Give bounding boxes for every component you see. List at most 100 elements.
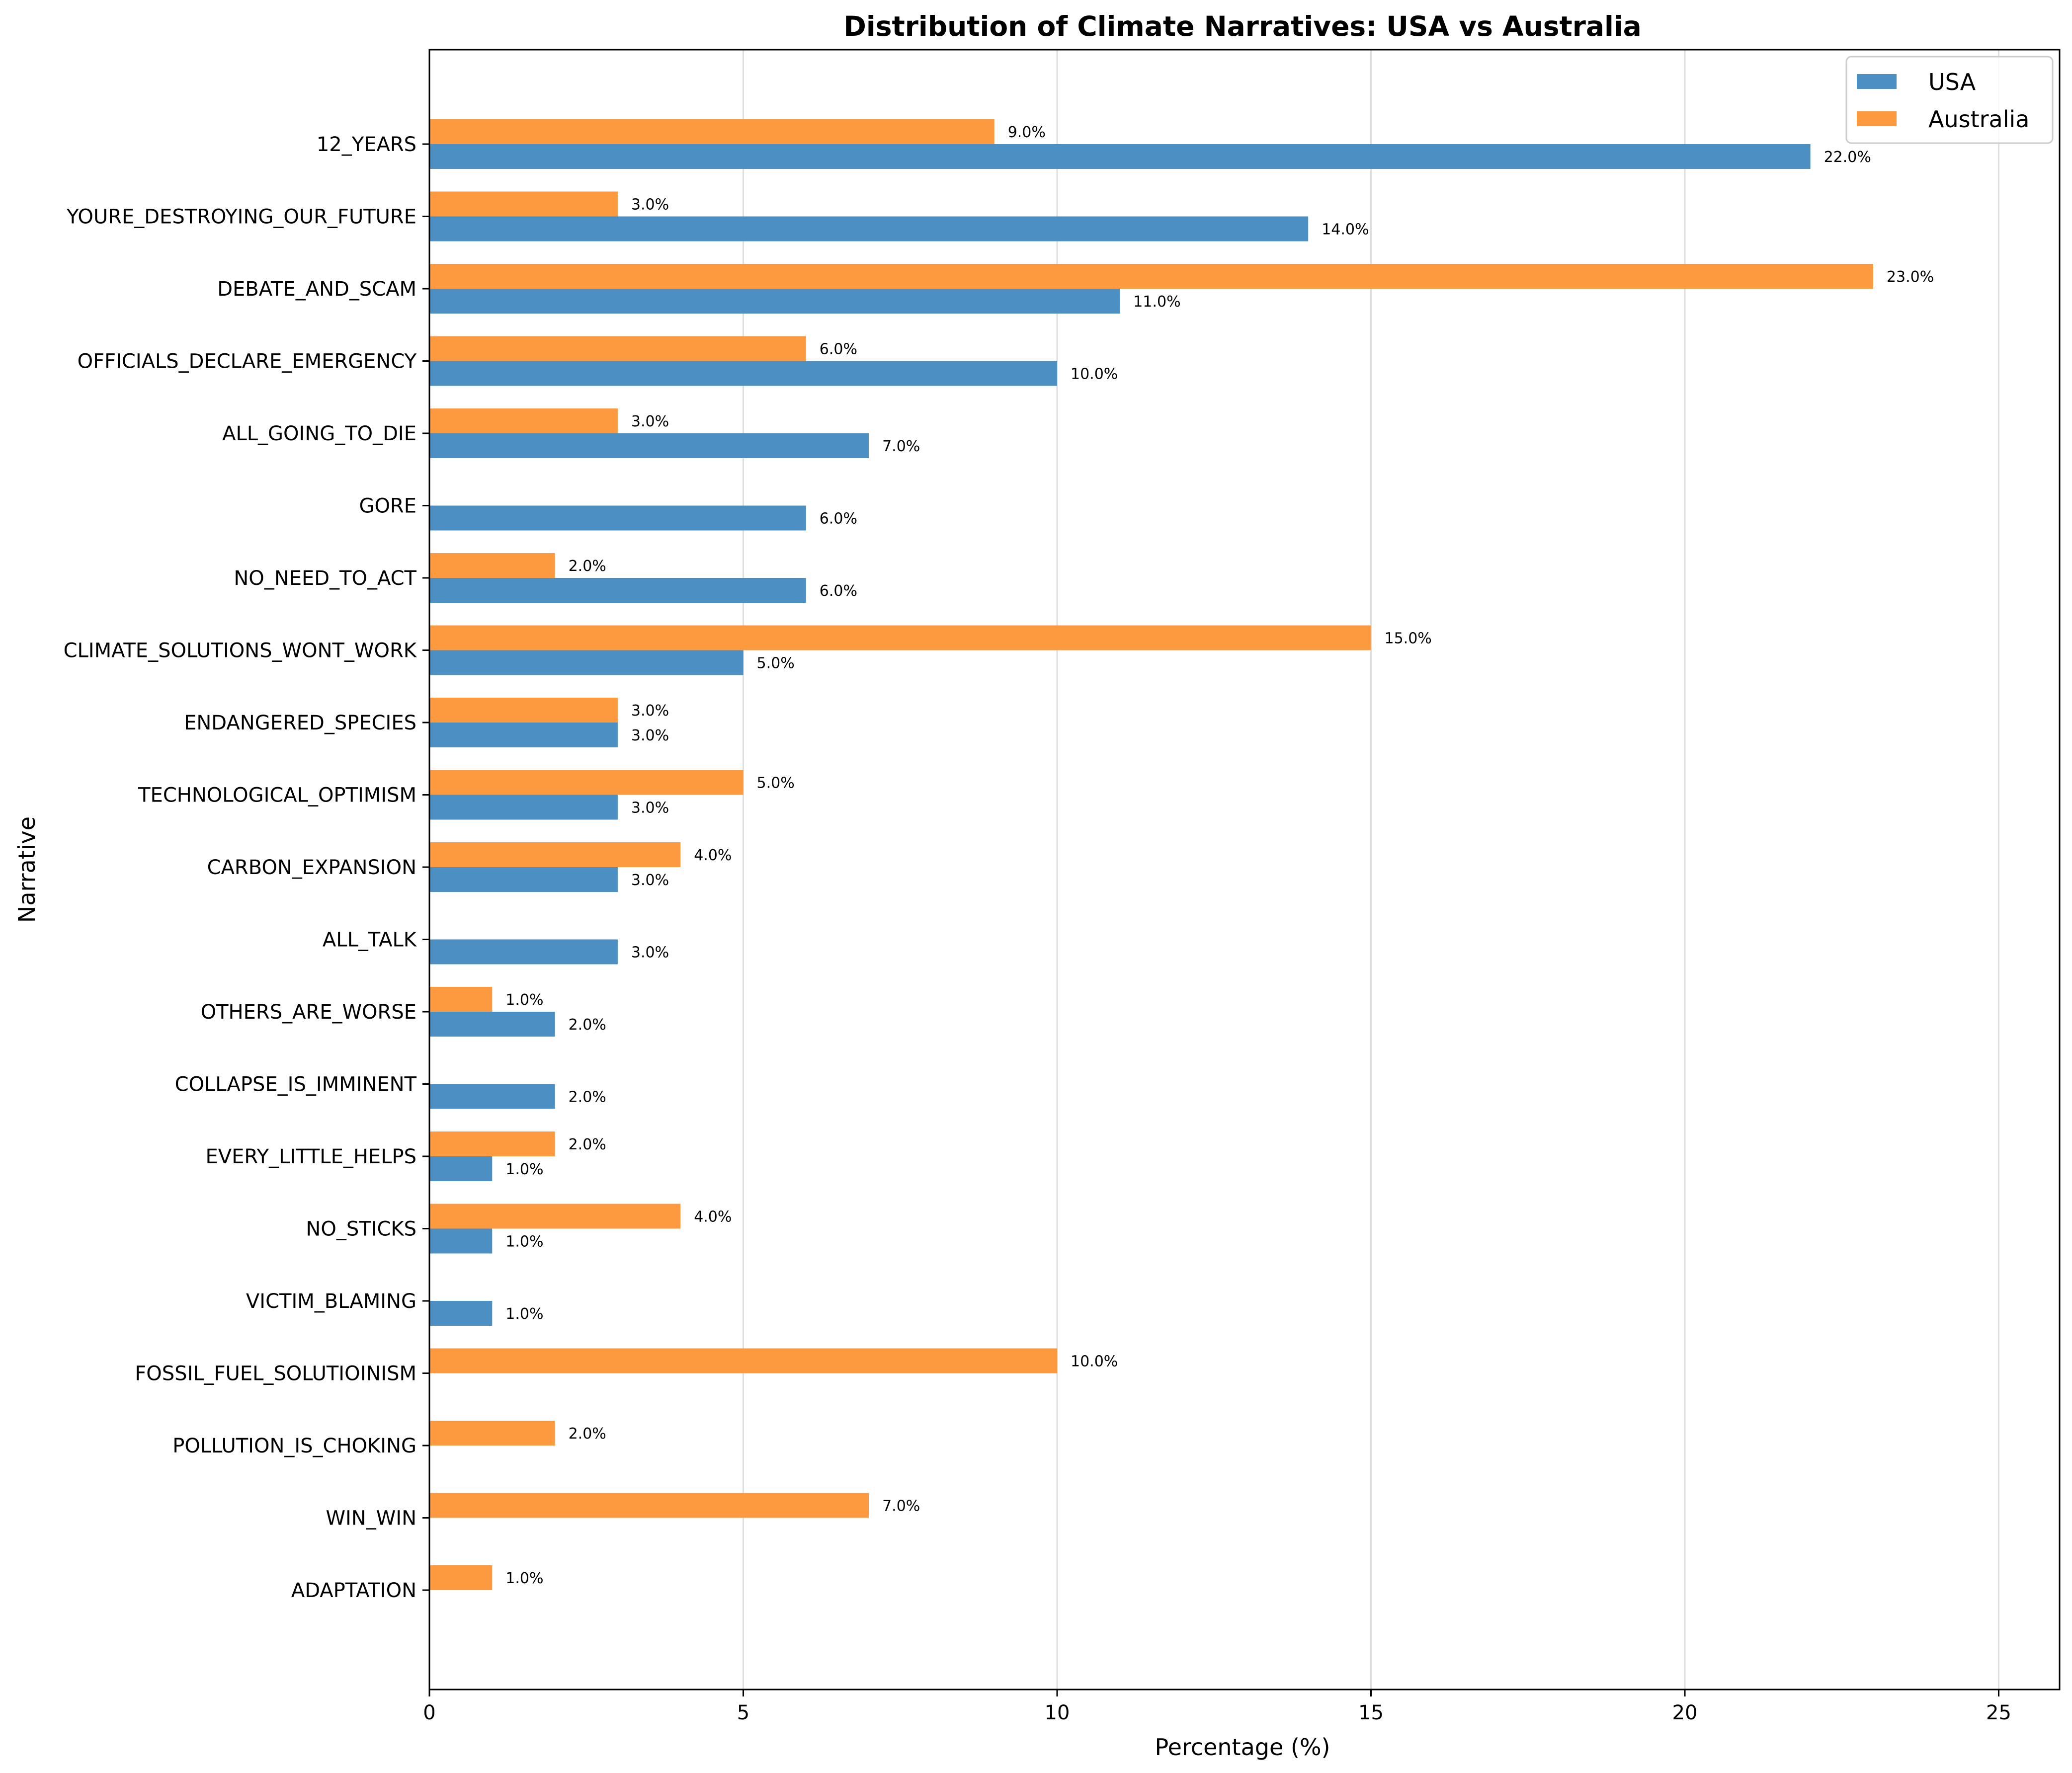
bar-label-usa: 6.0% <box>820 582 857 600</box>
bar-label-usa: 1.0% <box>505 1233 543 1251</box>
bar-australia <box>429 119 995 144</box>
bar-australia <box>429 1493 869 1518</box>
y-tick-label: CLIMATE_SOLUTIONS_WONT_WORK <box>64 640 417 662</box>
bar-label-australia: 4.0% <box>694 1209 732 1226</box>
x-tick-label: 5 <box>737 1701 749 1724</box>
bar-label-usa: 1.0% <box>505 1161 543 1178</box>
bar-usa <box>429 1228 493 1254</box>
bar-label-australia: 5.0% <box>757 775 795 792</box>
bar-usa <box>429 578 806 603</box>
bar-label-usa: 2.0% <box>569 1089 606 1106</box>
bar-label-australia: 23.0% <box>1887 268 1934 286</box>
bar-usa <box>429 1301 493 1326</box>
chart-title: Distribution of Climate Narratives: USA … <box>843 10 1642 42</box>
legend-swatch-usa <box>1857 74 1897 89</box>
y-axis-title: Narrative <box>13 816 40 923</box>
bar-australia <box>429 698 618 723</box>
y-tick-label: EVERY_LITTLE_HELPS <box>205 1145 416 1168</box>
bar-label-australia: 6.0% <box>820 341 857 358</box>
bar-usa <box>429 795 618 820</box>
bar-label-usa: 7.0% <box>882 438 920 455</box>
legend-label-usa: USA <box>1928 69 1976 95</box>
bars <box>429 119 1873 1590</box>
bar-label-australia: 10.0% <box>1071 1353 1118 1370</box>
legend-frame <box>1845 56 2054 144</box>
bar-label-australia: 2.0% <box>569 1136 606 1153</box>
bar-australia <box>429 264 1873 289</box>
bar-label-australia: 9.0% <box>1008 124 1046 141</box>
bar-australia <box>429 842 681 867</box>
x-axis: 0 5 10 15 20 25 <box>423 1690 2011 1724</box>
y-tick-label: POLLUTION_IS_CHOKING <box>172 1435 416 1457</box>
y-tick-label: VICTIM_BLAMING <box>246 1290 416 1313</box>
y-tick-label: NO_STICKS <box>306 1218 416 1241</box>
bar-label-usa: 3.0% <box>631 727 669 744</box>
bar-label-usa: 11.0% <box>1133 293 1180 311</box>
bar-label-usa: 1.0% <box>505 1305 543 1323</box>
bar-usa <box>429 433 869 458</box>
bar-label-usa: 3.0% <box>631 944 669 962</box>
y-tick-label: OFFICIALS_DECLARE_EMERGENCY <box>78 350 417 373</box>
bar-australia <box>429 770 744 795</box>
bar-label-australia: 1.0% <box>505 1570 543 1587</box>
bar-label-usa: 5.0% <box>757 655 795 672</box>
bar-usa <box>429 1084 555 1109</box>
bar-usa <box>429 505 806 531</box>
legend: USA Australia <box>1845 56 2054 144</box>
bar-usa <box>429 723 618 747</box>
x-tick-label: 15 <box>1358 1701 1384 1724</box>
bar-usa <box>429 289 1120 314</box>
bar-label-australia: 15.0% <box>1385 630 1432 647</box>
bar-australia <box>429 553 555 578</box>
bar-usa <box>429 361 1057 386</box>
bar-label-australia: 2.0% <box>569 558 606 575</box>
y-tick-label: DEBATE_AND_SCAM <box>217 278 416 301</box>
bar-australia <box>429 336 806 361</box>
bar-label-australia: 2.0% <box>569 1425 606 1443</box>
bar-usa <box>429 144 1811 169</box>
bar-australia <box>429 987 493 1012</box>
x-tick-label: 0 <box>423 1701 435 1724</box>
bar-australia <box>429 191 618 217</box>
x-axis-title: Percentage (%) <box>1155 1734 1330 1761</box>
bar-australia <box>429 1565 493 1590</box>
y-tick-label: GORE <box>359 495 416 518</box>
bar-usa <box>429 1012 555 1037</box>
y-tick-label: FOSSIL_FUEL_SOLUTIOINISM <box>135 1363 416 1385</box>
y-tick-label: NO_NEED_TO_ACT <box>234 567 416 590</box>
y-tick-label: 12_YEARS <box>317 133 416 156</box>
bar-usa <box>429 939 618 965</box>
legend-swatch-australia <box>1857 111 1897 126</box>
y-tick-label: TECHNOLOGICAL_OPTIMISM <box>138 784 416 807</box>
bar-label-australia: 7.0% <box>882 1498 920 1515</box>
y-tick-label: ENDANGERED_SPECIES <box>184 712 416 734</box>
bar-usa <box>429 867 618 892</box>
y-tick-label: CARBON_EXPANSION <box>207 856 416 879</box>
y-axis: 12_YEARS YOURE_DESTROYING_OUR_FUTURE DEBAT… <box>64 133 429 1602</box>
y-tick-label: ALL_GOING_TO_DIE <box>222 422 416 445</box>
bar-label-australia: 3.0% <box>631 702 669 720</box>
bar-label-australia: 1.0% <box>505 991 543 1009</box>
plot-frame <box>428 49 2061 1691</box>
y-tick-label: COLLAPSE_IS_IMMINENT <box>175 1073 417 1096</box>
bar-usa <box>429 216 1309 242</box>
y-tick-label: OTHERS_ARE_WORSE <box>201 1001 416 1024</box>
y-tick-label: ADAPTATION <box>291 1579 416 1602</box>
legend-label-australia: Australia <box>1928 106 2029 133</box>
bar-australia <box>429 625 1371 650</box>
x-tick-label: 10 <box>1045 1701 1070 1724</box>
bar-australia <box>429 1204 681 1229</box>
bar-label-usa: 3.0% <box>631 800 669 817</box>
bar-label-usa: 2.0% <box>569 1016 606 1034</box>
bar-usa <box>429 1156 493 1181</box>
bar-usa <box>429 650 744 675</box>
bar-labels: 22.0% 14.0% 11.0% 10.0% 7.0% 6.0% 6.0% 5.0% 3.0%… <box>505 124 1934 1587</box>
y-tick-label: YOURE_DESTROYING_OUR_FUTURE <box>66 206 416 229</box>
bar-australia <box>429 1421 555 1446</box>
bar-australia <box>429 408 618 433</box>
bar-australia <box>429 1348 1057 1373</box>
bar-label-australia: 3.0% <box>631 196 669 214</box>
bar-label-usa: 6.0% <box>820 510 857 528</box>
bar-label-usa: 3.0% <box>631 872 669 889</box>
